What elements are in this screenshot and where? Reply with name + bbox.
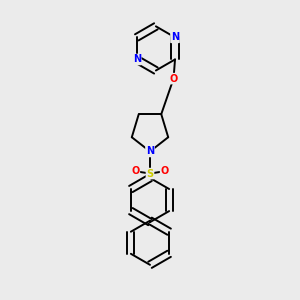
- Text: S: S: [146, 169, 154, 178]
- Text: O: O: [169, 74, 178, 84]
- Text: O: O: [160, 166, 169, 176]
- Text: N: N: [146, 146, 154, 157]
- Text: N: N: [133, 55, 141, 64]
- Text: O: O: [131, 166, 140, 176]
- Text: N: N: [171, 32, 179, 42]
